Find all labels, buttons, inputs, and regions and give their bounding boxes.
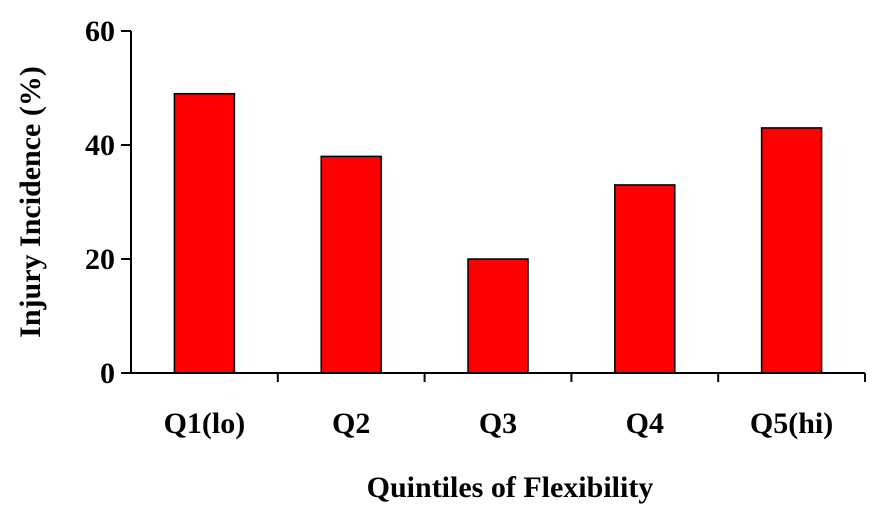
x-category-label-4: Q4 (626, 407, 664, 440)
bar-1 (173, 92, 236, 374)
x-category-label-2: Q2 (332, 407, 370, 440)
x-category-label-5: Q5(hi) (750, 407, 833, 440)
bar-4 (614, 184, 676, 374)
labels-layer: 0 20 40 60 Q1(lo) Q2 Q3 Q4 Q5(hi) (85, 15, 833, 440)
bar-5 (760, 127, 823, 374)
y-tick-label-0: 0 (100, 357, 115, 390)
bars-layer (173, 92, 823, 374)
x-category-label-1: Q1(lo) (164, 407, 246, 440)
bar-2 (320, 155, 382, 374)
y-axis-title: Injury Incidence (%) (14, 66, 47, 338)
y-tick-label-1: 20 (85, 243, 115, 276)
y-tick-label-3: 60 (85, 15, 115, 48)
y-tick-label-2: 40 (85, 129, 115, 162)
axes-layer (121, 30, 866, 382)
bar-3 (467, 258, 529, 374)
x-axis-title: Quintiles of Flexibility (367, 471, 654, 504)
x-category-label-3: Q3 (479, 407, 517, 440)
